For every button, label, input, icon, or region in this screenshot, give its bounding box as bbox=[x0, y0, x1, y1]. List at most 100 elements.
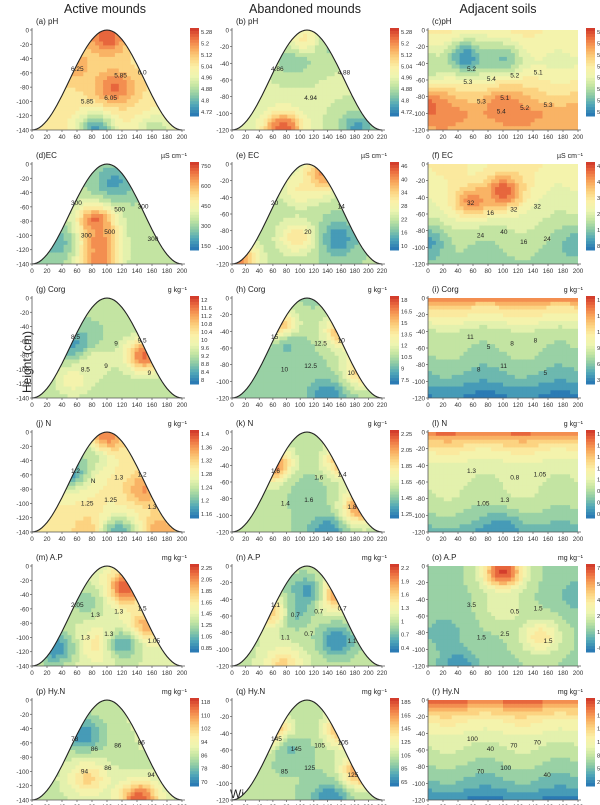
contour-cell bbox=[122, 56, 128, 62]
contour-cell bbox=[326, 33, 332, 39]
contour-cell bbox=[358, 91, 363, 96]
contour-cell bbox=[122, 256, 128, 261]
contour-cell bbox=[326, 210, 332, 215]
contour-cell bbox=[431, 99, 437, 104]
contour-cell bbox=[43, 49, 49, 54]
contour-cell bbox=[47, 126, 53, 130]
contour-cell bbox=[322, 240, 328, 246]
contour-cell bbox=[239, 68, 245, 73]
contour-cell bbox=[91, 45, 96, 50]
contour-cell bbox=[506, 80, 512, 85]
contour-cell bbox=[239, 252, 245, 257]
contour-cell bbox=[79, 256, 84, 261]
contour-cell bbox=[307, 187, 312, 192]
contour-cell bbox=[162, 229, 167, 234]
contour-cell bbox=[103, 164, 108, 169]
contour-cell bbox=[251, 210, 257, 215]
contour-cell bbox=[150, 64, 155, 69]
contour-cell bbox=[154, 179, 159, 184]
contour-cell bbox=[255, 179, 261, 184]
contour-cell bbox=[279, 252, 284, 257]
contour-cell bbox=[526, 53, 532, 58]
contour-cell bbox=[322, 45, 328, 50]
contour-cell bbox=[178, 99, 182, 104]
contour-cell bbox=[538, 56, 543, 62]
contour-cell bbox=[154, 91, 159, 96]
contour-cell bbox=[99, 244, 104, 250]
contour-cell bbox=[87, 210, 92, 215]
contour-cell bbox=[83, 167, 88, 173]
colorbar-swatch bbox=[586, 89, 595, 94]
colorbar-tick-label: 5.58 bbox=[597, 30, 600, 36]
contour-cell bbox=[263, 221, 269, 227]
contour-cell bbox=[91, 171, 96, 177]
contour-cell bbox=[342, 33, 347, 39]
contour-cell bbox=[471, 95, 476, 100]
contour-cell bbox=[259, 76, 265, 81]
contour-cell bbox=[32, 175, 37, 180]
contour-cell bbox=[239, 229, 245, 234]
contour-cell bbox=[334, 106, 340, 112]
contour-cell bbox=[310, 175, 316, 180]
contour-cell bbox=[463, 64, 468, 69]
contour-cell bbox=[530, 118, 536, 123]
colorbar: 5.285.25.125.044.964.884.84.72 bbox=[390, 28, 413, 117]
contour-cell bbox=[451, 91, 457, 96]
contour-cell bbox=[530, 72, 536, 77]
contour-cell bbox=[87, 260, 92, 264]
contour-cell bbox=[503, 30, 508, 35]
contour-cell bbox=[483, 56, 488, 62]
contour-cell bbox=[479, 91, 484, 96]
contour-cell bbox=[63, 187, 69, 192]
contour-cell bbox=[75, 214, 80, 219]
contour-cell bbox=[79, 30, 84, 35]
contour-cell bbox=[251, 45, 257, 50]
colorbar-swatch bbox=[586, 48, 595, 52]
contour-cell bbox=[570, 87, 575, 93]
contour-cell bbox=[95, 175, 100, 180]
contour-cell bbox=[134, 68, 140, 73]
contour-cell bbox=[47, 237, 53, 242]
contour-cell bbox=[314, 37, 320, 43]
contour-cell bbox=[83, 256, 88, 261]
contour-cell bbox=[79, 167, 84, 173]
contour-cell bbox=[479, 49, 484, 54]
contour-cell bbox=[471, 76, 476, 81]
contour-cell bbox=[67, 229, 72, 234]
contour-cell bbox=[178, 171, 182, 177]
contour-cell bbox=[378, 56, 382, 62]
contour-cell bbox=[118, 175, 124, 180]
contour-cell bbox=[235, 221, 241, 227]
contour-cell bbox=[91, 106, 96, 112]
contour-cell bbox=[247, 225, 253, 230]
contour-cell bbox=[166, 179, 171, 184]
contour-cell bbox=[91, 190, 96, 196]
contour-cell bbox=[166, 240, 171, 246]
contour-cell bbox=[350, 33, 355, 39]
contour-cell bbox=[574, 30, 578, 35]
contour-cell bbox=[431, 76, 437, 81]
contour-cell bbox=[235, 87, 241, 93]
contour-cell bbox=[299, 214, 304, 219]
contour-cell bbox=[142, 114, 147, 119]
x-tick-label: 100 bbox=[102, 268, 113, 275]
contour-cell bbox=[314, 198, 320, 203]
contour-cell bbox=[530, 53, 536, 58]
contour-cell bbox=[138, 33, 144, 39]
contour-label: 5.2 bbox=[467, 66, 476, 73]
contour-cell bbox=[67, 175, 72, 180]
colorbar-swatch bbox=[390, 57, 399, 61]
contour-cell bbox=[166, 33, 171, 39]
contour-cell bbox=[259, 260, 265, 264]
contour-cell bbox=[126, 183, 132, 188]
contour-cell bbox=[271, 221, 276, 227]
contour-cell bbox=[174, 217, 179, 223]
contour-cell bbox=[146, 72, 151, 77]
contour-cell bbox=[378, 76, 382, 81]
x-tick-label: 160 bbox=[147, 134, 158, 141]
contour-cell bbox=[110, 248, 116, 253]
contour-cell bbox=[550, 49, 555, 54]
contour-cell bbox=[263, 33, 269, 39]
contour-cell bbox=[150, 206, 155, 211]
contour-cell bbox=[39, 110, 45, 116]
